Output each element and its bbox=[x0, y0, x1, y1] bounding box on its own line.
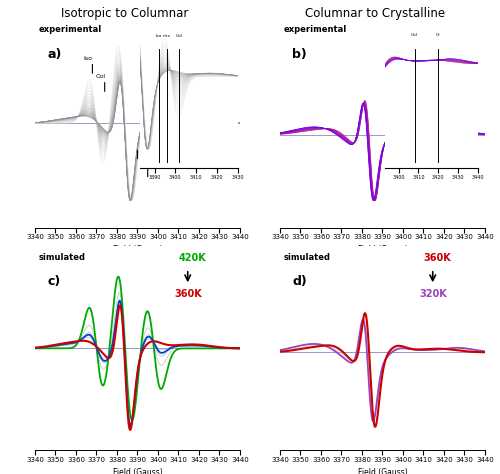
Text: simulated: simulated bbox=[284, 253, 331, 262]
Text: 360K: 360K bbox=[174, 289, 202, 299]
Text: Col: Col bbox=[96, 74, 106, 79]
Text: Iso: Iso bbox=[156, 34, 162, 38]
X-axis label: Field (Gauss): Field (Gauss) bbox=[358, 468, 408, 474]
Text: b): b) bbox=[292, 48, 307, 61]
Text: mix: mix bbox=[163, 34, 171, 38]
Text: a): a) bbox=[48, 48, 62, 61]
Text: Col: Col bbox=[176, 34, 183, 38]
Text: 320K: 320K bbox=[420, 289, 447, 299]
Text: Col: Col bbox=[152, 160, 162, 165]
Text: 420K: 420K bbox=[178, 253, 206, 263]
Text: simulated: simulated bbox=[39, 253, 86, 262]
X-axis label: Field (Gauss): Field (Gauss) bbox=[358, 246, 408, 255]
Text: Col: Col bbox=[411, 33, 418, 37]
Text: experimental: experimental bbox=[39, 25, 102, 34]
Text: Iso: Iso bbox=[142, 142, 150, 147]
Text: d): d) bbox=[292, 275, 307, 288]
Text: Isotropic to Columnar: Isotropic to Columnar bbox=[62, 7, 188, 20]
X-axis label: Field (Gauss): Field (Gauss) bbox=[112, 468, 162, 474]
Text: 360K: 360K bbox=[424, 253, 451, 263]
Text: c): c) bbox=[48, 275, 60, 288]
X-axis label: Field (Gauss): Field (Gauss) bbox=[112, 246, 162, 255]
Text: experimental: experimental bbox=[284, 25, 348, 34]
Text: Iso: Iso bbox=[84, 56, 93, 61]
Text: Cr: Cr bbox=[436, 33, 440, 37]
Text: Columnar to Crystalline: Columnar to Crystalline bbox=[305, 7, 445, 20]
